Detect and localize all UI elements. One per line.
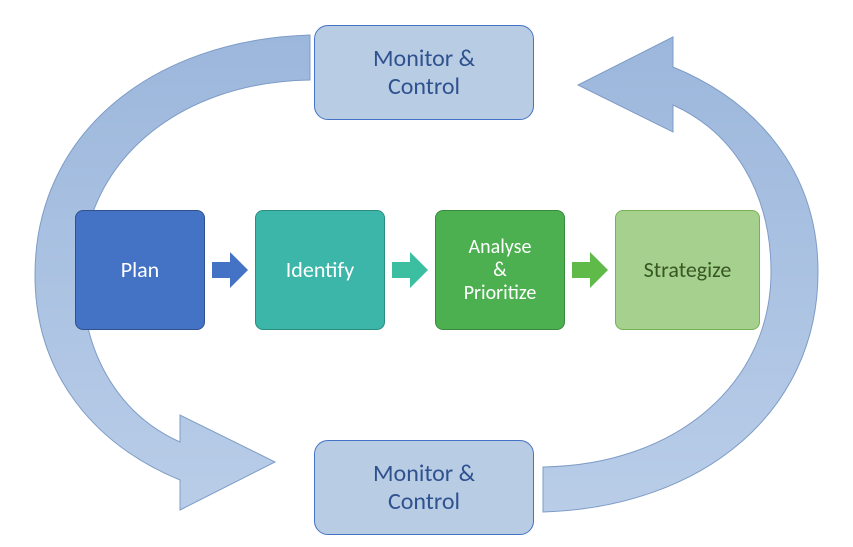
arrow-analyse-to-strategize xyxy=(570,250,610,290)
step-identify: Identify xyxy=(255,210,385,330)
monitor-control-bottom: Monitor & Control xyxy=(314,440,534,535)
arrow-plan-to-identify xyxy=(210,250,250,290)
step-strategize-label: Strategize xyxy=(644,257,732,282)
monitor-bottom-label: Monitor & Control xyxy=(373,460,475,515)
step-identify-label: Identify xyxy=(286,257,354,282)
step-strategize: Strategize xyxy=(615,210,760,330)
step-analyse-label: Analyse & Prioritize xyxy=(464,236,537,305)
monitor-control-top: Monitor & Control xyxy=(314,25,534,120)
diagram-stage: Monitor & Control Monitor & Control Plan… xyxy=(0,0,853,547)
step-plan-label: Plan xyxy=(121,257,160,282)
monitor-top-label: Monitor & Control xyxy=(373,45,475,100)
step-analyse: Analyse & Prioritize xyxy=(435,210,565,330)
step-plan: Plan xyxy=(75,210,205,330)
arrow-identify-to-analyse xyxy=(390,250,430,290)
